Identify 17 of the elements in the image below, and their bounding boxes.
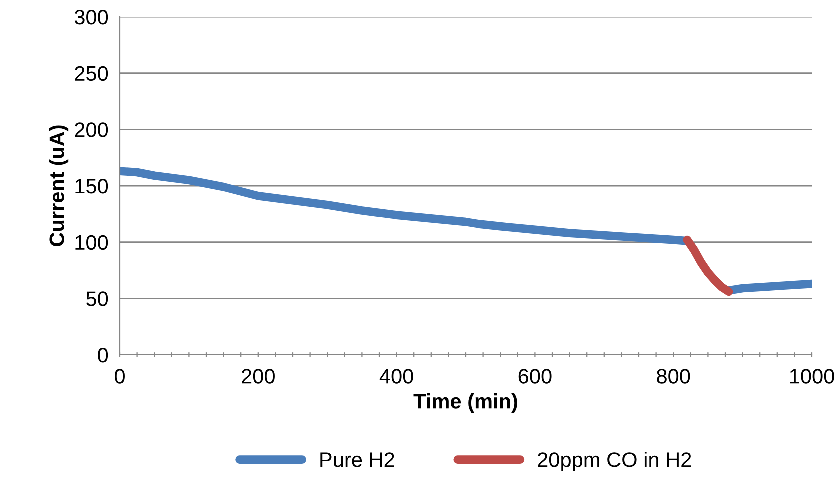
x-tick-label: 800 [657, 369, 690, 384]
y-tick-label: 50 [86, 292, 108, 306]
y-tick-label: 0 [98, 348, 108, 363]
y-tick-label: 300 [74, 10, 108, 25]
x-axis-title: Time (min) [414, 394, 518, 413]
y-tick-label: 100 [76, 235, 108, 250]
x-tick-label: 0 [115, 369, 125, 384]
x-tick-label: 200 [242, 369, 275, 384]
x-tick-label: 400 [380, 369, 414, 384]
legend-label: Pure H2 [320, 452, 394, 468]
x-tick-label: 1000 [790, 369, 834, 384]
y-tick-label: 250 [75, 66, 108, 82]
y-tick-label: 150 [76, 179, 108, 194]
y-tick-label: 200 [75, 122, 108, 138]
x-tick-label: 600 [518, 369, 552, 384]
legend-label: 20ppm CO in H2 [538, 452, 692, 472]
y-axis-title: Current (uA) [49, 126, 69, 246]
